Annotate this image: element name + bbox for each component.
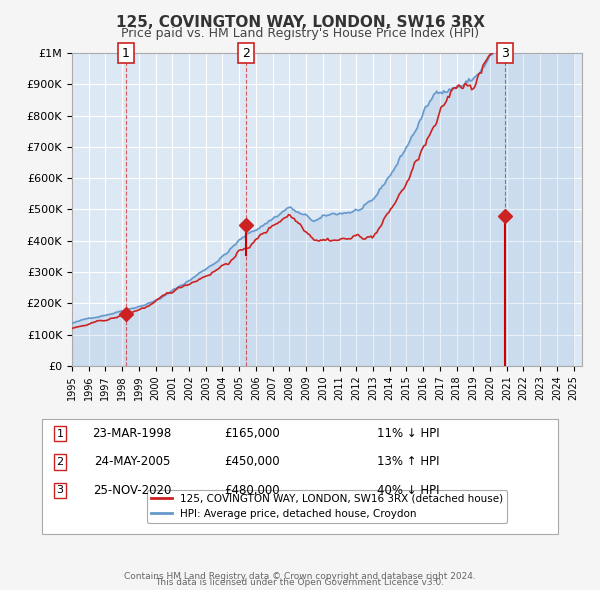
Legend: 125, COVINGTON WAY, LONDON, SW16 3RX (detached house), HPI: Average price, detac: 125, COVINGTON WAY, LONDON, SW16 3RX (de… <box>146 490 508 523</box>
Text: 2: 2 <box>242 47 250 60</box>
Text: £480,000: £480,000 <box>224 484 280 497</box>
Text: Contains HM Land Registry data © Crown copyright and database right 2024.: Contains HM Land Registry data © Crown c… <box>124 572 476 581</box>
Text: 3: 3 <box>56 486 64 495</box>
Text: 11% ↓ HPI: 11% ↓ HPI <box>377 427 439 440</box>
Text: 1: 1 <box>56 429 64 438</box>
Text: This data is licensed under the Open Government Licence v3.0.: This data is licensed under the Open Gov… <box>155 578 445 587</box>
Text: 13% ↑ HPI: 13% ↑ HPI <box>377 455 439 468</box>
Text: £450,000: £450,000 <box>224 455 280 468</box>
Text: £165,000: £165,000 <box>224 427 280 440</box>
Text: 23-MAR-1998: 23-MAR-1998 <box>92 427 172 440</box>
Text: 25-NOV-2020: 25-NOV-2020 <box>93 484 171 497</box>
Text: 3: 3 <box>501 47 509 60</box>
Text: 24-MAY-2005: 24-MAY-2005 <box>94 455 170 468</box>
Text: 40% ↓ HPI: 40% ↓ HPI <box>377 484 439 497</box>
Text: 2: 2 <box>56 457 64 467</box>
Text: 125, COVINGTON WAY, LONDON, SW16 3RX: 125, COVINGTON WAY, LONDON, SW16 3RX <box>115 15 485 30</box>
Text: Price paid vs. HM Land Registry's House Price Index (HPI): Price paid vs. HM Land Registry's House … <box>121 27 479 40</box>
Text: 1: 1 <box>122 47 130 60</box>
